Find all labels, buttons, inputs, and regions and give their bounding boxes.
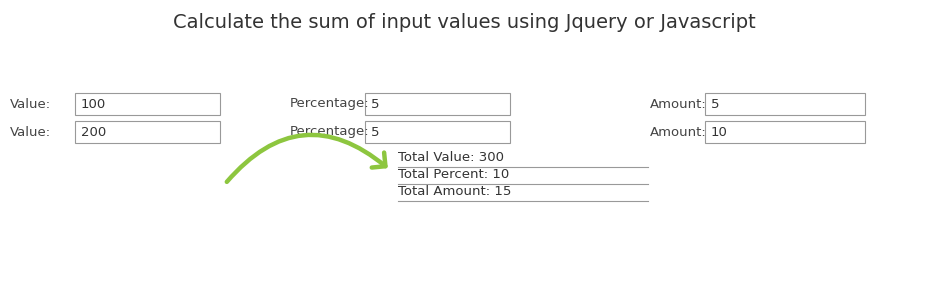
Text: Value:: Value: xyxy=(10,98,51,110)
Text: 10: 10 xyxy=(710,125,728,139)
Text: Percentage:: Percentage: xyxy=(290,98,369,110)
FancyBboxPatch shape xyxy=(704,93,864,115)
Text: 5: 5 xyxy=(370,125,380,139)
FancyBboxPatch shape xyxy=(704,121,864,143)
Text: Percentage:: Percentage: xyxy=(290,125,369,139)
Text: Calculate the sum of input values using Jquery or Javascript: Calculate the sum of input values using … xyxy=(173,13,755,32)
FancyBboxPatch shape xyxy=(75,121,220,143)
FancyBboxPatch shape xyxy=(365,93,509,115)
Text: 100: 100 xyxy=(81,98,106,110)
Text: Total Amount: 15: Total Amount: 15 xyxy=(397,185,510,198)
Text: 200: 200 xyxy=(81,125,106,139)
Text: Value:: Value: xyxy=(10,125,51,139)
Text: Amount:: Amount: xyxy=(650,125,706,139)
FancyBboxPatch shape xyxy=(75,93,220,115)
Text: Total Value: 300: Total Value: 300 xyxy=(397,151,504,164)
Text: 5: 5 xyxy=(710,98,718,110)
Text: 5: 5 xyxy=(370,98,380,110)
Text: Total Percent: 10: Total Percent: 10 xyxy=(397,168,509,181)
FancyArrowPatch shape xyxy=(226,135,385,182)
Text: Amount:: Amount: xyxy=(650,98,706,110)
FancyBboxPatch shape xyxy=(365,121,509,143)
